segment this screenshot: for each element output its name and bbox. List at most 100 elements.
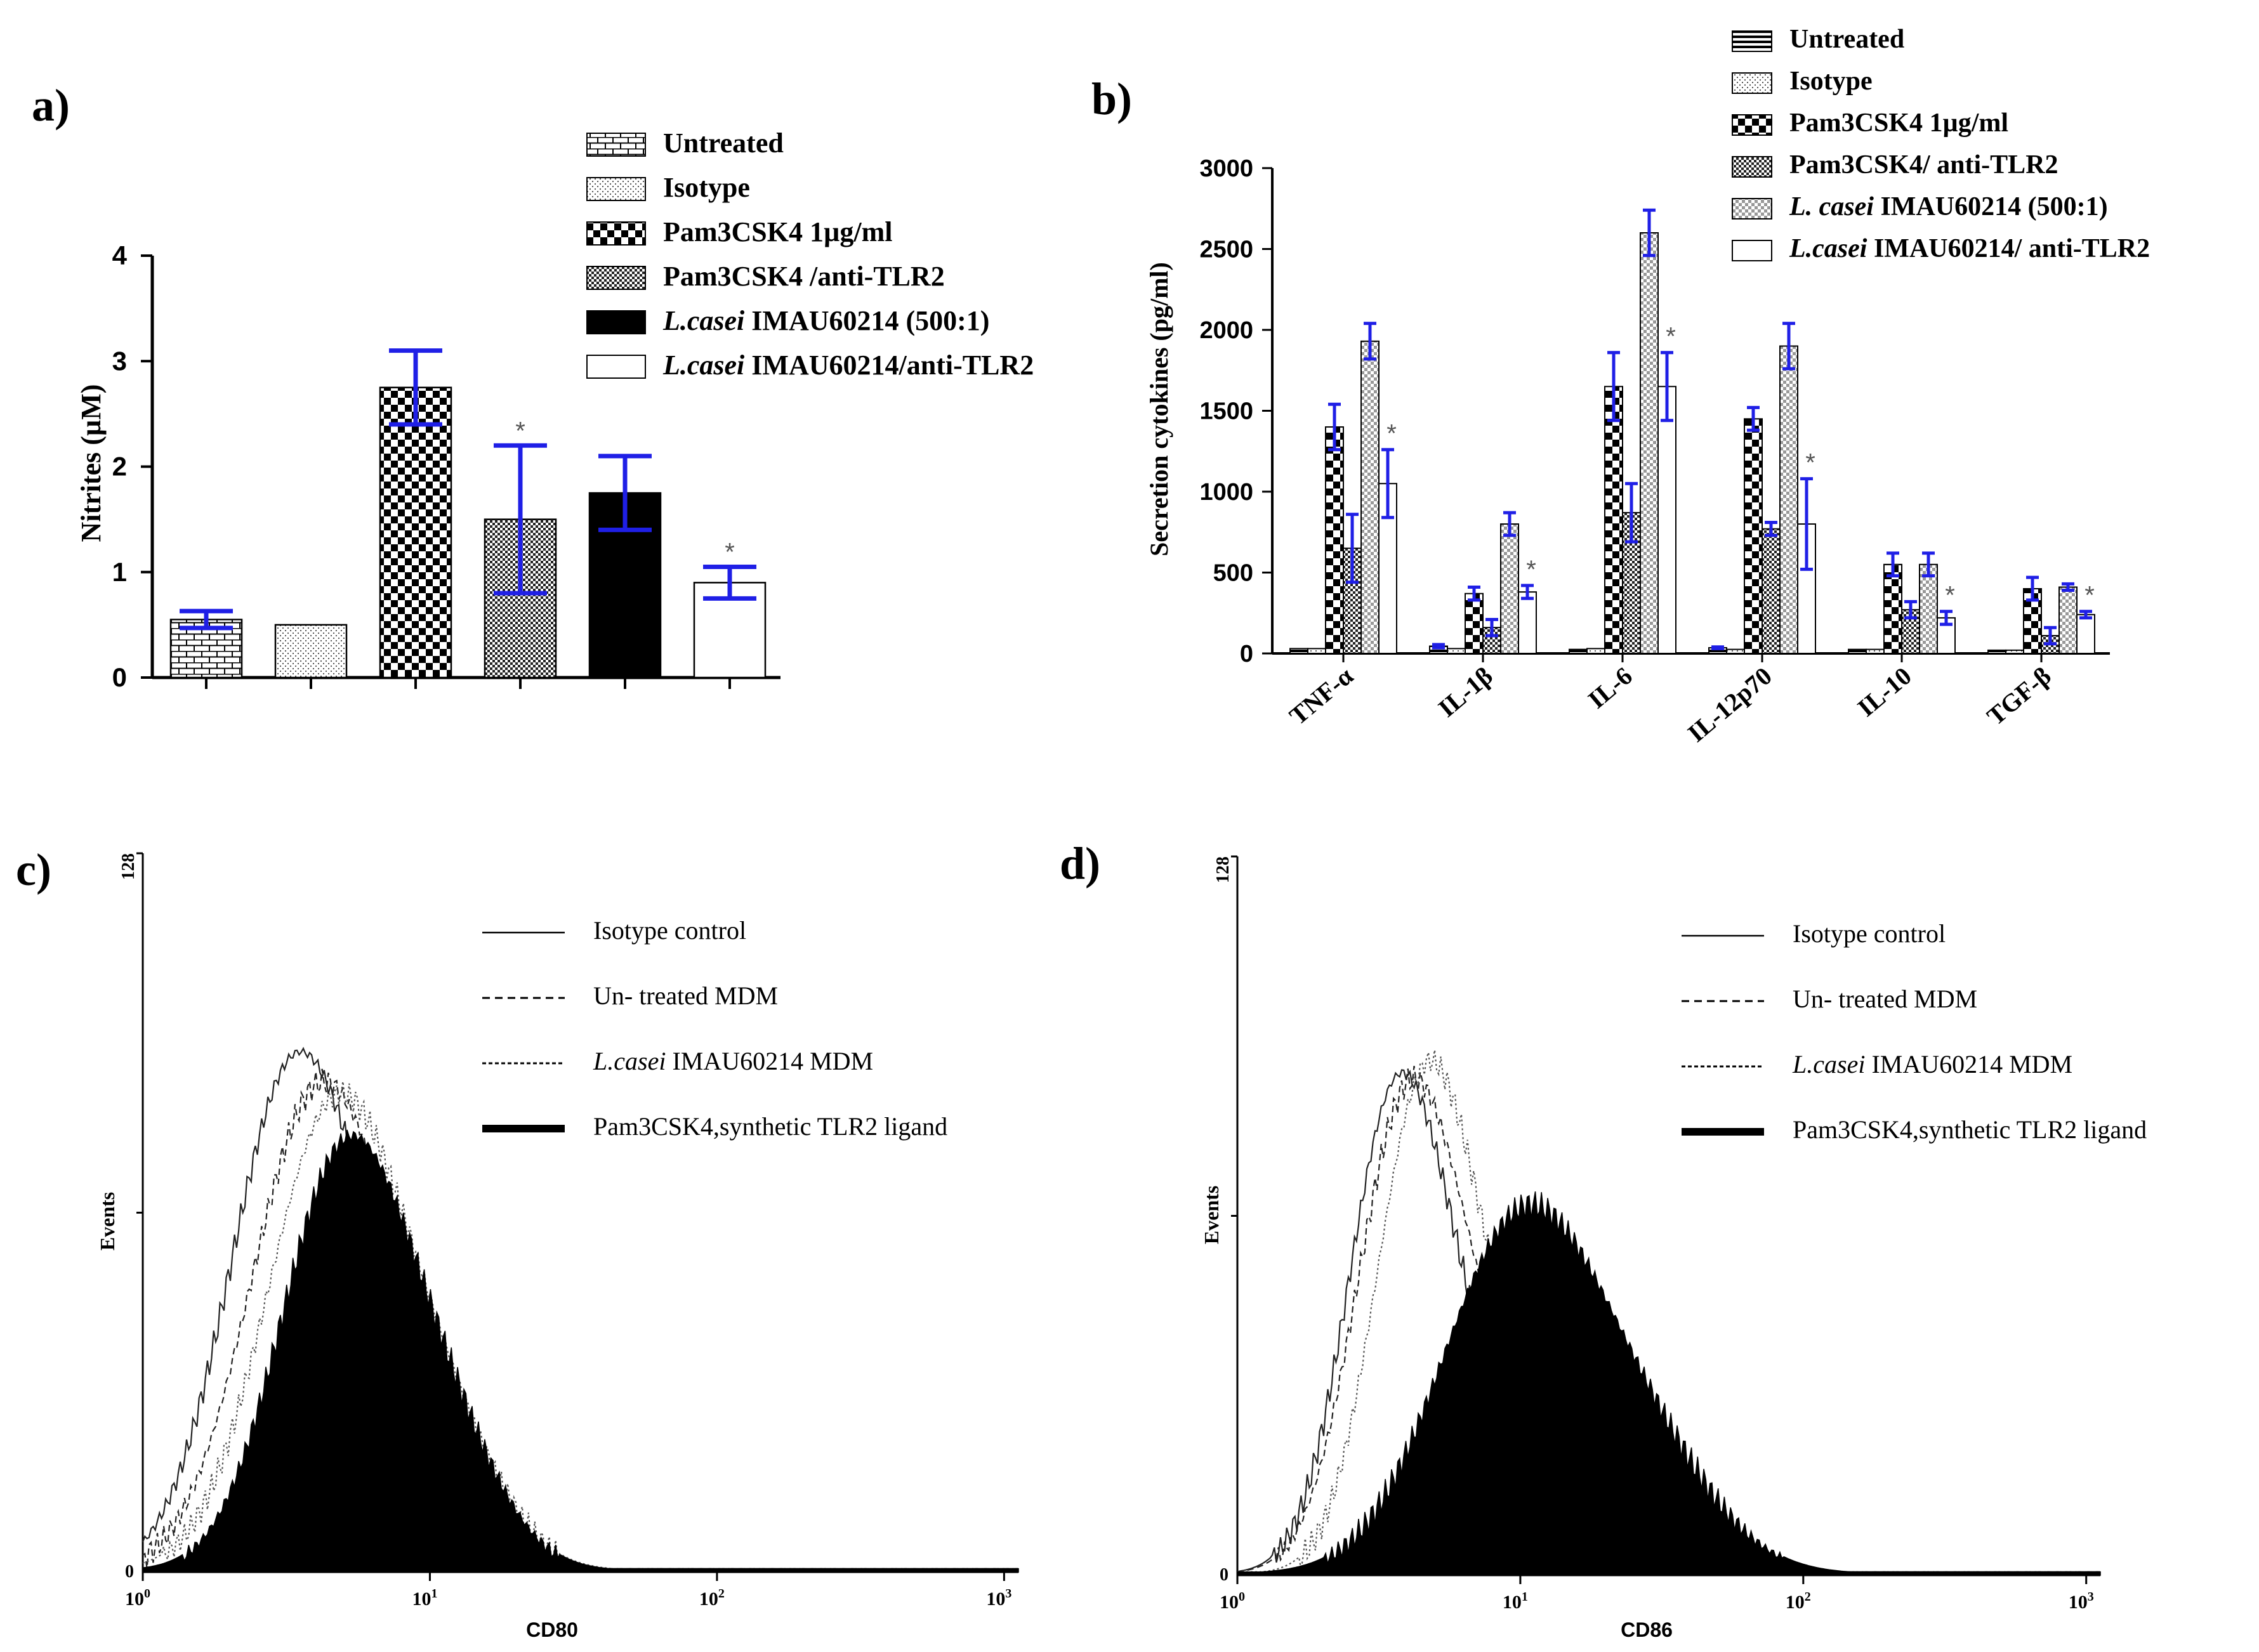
chart-b-error-bar: [1381, 448, 1394, 520]
chart-c-legend-italic: L.casei: [593, 1047, 666, 1075]
chart-b-legend-item: L. casei IMAU60214 (500:1): [1732, 192, 2108, 221]
chart-b-error-bar: [2026, 575, 2039, 602]
chart-b-x-tick-label: IL-10: [1852, 661, 1917, 722]
chart-d-legend-label: Isotype control: [1793, 919, 1946, 948]
chart-b-bar: [1325, 426, 1344, 654]
chart-a-legend-item-label: L.casei IMAU60214/anti-TLR2: [662, 350, 1034, 381]
chart-a-legend-item-label-text: IMAU60214/anti-TLR2: [744, 350, 1034, 381]
chart-b-bar: [1657, 386, 1676, 654]
chart-a-legend-item-label-text: Isotype: [663, 172, 750, 203]
chart-b-legend-item-label-text: Pam3CSK4 1µg/ml: [1789, 108, 2008, 138]
chart-c-x-tick-exp: 0: [144, 1587, 150, 1601]
chart-b-error-bar: [1432, 643, 1445, 650]
chart-c-legend-label: Un- treated MDM: [593, 981, 778, 1010]
chart-b-legend: Untreated Isotype Pam3CSK4 1µg/ml Pam3CSK4/…: [1732, 25, 2150, 263]
chart-a-error-bar: [703, 564, 756, 601]
chart-b-bar: [1604, 386, 1623, 654]
chart-a-legend-item-label-text: IMAU60214 (500:1): [744, 305, 989, 336]
chart-b-error-bar: [1800, 477, 1813, 571]
chart-a-y-tick-label: 3: [112, 346, 127, 376]
chart-b-legend-item: L.casei IMAU60214/ anti-TLR2: [1732, 234, 2150, 263]
chart-b-x-tick-label: IL-1β: [1433, 661, 1498, 723]
chart-b-error-bar: [1940, 610, 1953, 626]
chart-c-x-tick-label: 102: [699, 1587, 725, 1609]
chart-c-legend-item: Isotype control: [482, 916, 746, 945]
chart-b-legend-item-label: Pam3CSK4/ anti-TLR2: [1789, 150, 2058, 180]
chart-b-legend-item-swatch: [1732, 198, 1772, 220]
chart-b-legend-item-label-text: Pam3CSK4/ anti-TLR2: [1789, 150, 2058, 180]
chart-c-legend-item: Pam3CSK4,synthetic TLR2 ligand: [482, 1112, 947, 1141]
chart-d-x-tick-label: 102: [1786, 1590, 1811, 1613]
chart-a-legend-item-swatch: [586, 310, 646, 334]
chart-c-x-tick-label: 101: [412, 1587, 437, 1609]
chart-b-bar: [1762, 528, 1781, 655]
chart-d-legend-item: Isotype control: [1682, 919, 1946, 948]
chart-a-bars: **: [169, 348, 767, 679]
chart-c-y-label: Events: [96, 1192, 119, 1250]
chart-c-x-tick-label: 103: [986, 1587, 1011, 1609]
chart-a-axes: 0 1 2 3 4: [112, 240, 780, 692]
chart-d-legend-label: Pam3CSK4,synthetic TLR2 ligand: [1793, 1115, 2147, 1144]
chart-d-x-tick-base: 10: [1220, 1592, 1239, 1613]
chart-b-x-tick-label: IL-6: [1583, 661, 1638, 714]
chart-d-legend: Isotype control Un- treated MDM L.casei IM…: [1682, 919, 2147, 1144]
chart-b-bar: [1744, 418, 1763, 654]
chart-d-x-tick-label: 101: [1503, 1590, 1528, 1613]
chart-a-y-tick-label: 4: [112, 240, 128, 270]
chart-b-error-bar: [1643, 208, 1656, 258]
chart-b-error-bar: [2062, 582, 2074, 593]
chart-a-significance: *: [725, 538, 735, 566]
chart-d-legend-item: L.casei IMAU60214 MDM: [1682, 1050, 2072, 1078]
chart-b-significance: *: [1805, 449, 1815, 477]
chart-d-y-min-label: 0: [1220, 1565, 1228, 1585]
chart-d-legend-text: Isotype control: [1793, 919, 1946, 948]
panel-label-b: b): [1091, 74, 1132, 124]
chart-b-bar: [1289, 648, 1308, 654]
chart-b-bar: [1883, 563, 1902, 654]
chart-b-bar: [2076, 613, 2095, 654]
chart-c-y-max-label: 128: [119, 853, 138, 880]
chart-c-legend-text: Un- treated MDM: [593, 981, 778, 1010]
chart-d-legend-text: Un- treated MDM: [1793, 985, 1977, 1013]
chart-a-error-bar: [494, 443, 547, 596]
chart-a-legend-item-swatch: [586, 266, 646, 290]
chart-b-legend-item-label: Untreated: [1789, 25, 1904, 54]
chart-a-legend-item-swatch: [586, 133, 646, 157]
chart-b-bar: [1586, 648, 1605, 654]
chart-b-significance: *: [1945, 582, 1955, 610]
chart-c-x-tick-base: 10: [125, 1589, 144, 1609]
chart-b-y-label: Secretion cytokines (pg/ml): [1145, 262, 1173, 556]
chart-c-legend-label: Isotype control: [593, 916, 746, 945]
chart-d-legend-item: Un- treated MDM: [1682, 985, 1977, 1013]
chart-c-x-tick-base: 10: [412, 1589, 431, 1609]
chart-a-error-bar: [598, 454, 652, 532]
chart-c-series-filled: [142, 1129, 1019, 1573]
chart-d-y-max-label: 128: [1213, 856, 1233, 883]
chart-b-significance: *: [1666, 323, 1676, 351]
chart-b-x-tick-label: TNF-α: [1284, 661, 1359, 730]
chart-d-x-label: CD86: [1621, 1618, 1673, 1641]
chart-c-x-tick-label: 100: [125, 1587, 150, 1609]
chart-b-error-bar: [1887, 551, 1899, 578]
chart-a-legend-item-label: Pam3CSK4 1µg/ml: [663, 216, 892, 247]
chart-a-legend-item-label-text: Pam3CSK4 1µg/ml: [663, 216, 892, 247]
chart-a-legend-item-label: L.casei IMAU60214 (500:1): [662, 305, 989, 336]
chart-b-legend-item: Isotype: [1732, 67, 1873, 96]
chart-b-legend-item-swatch: [1732, 30, 1772, 52]
chart-a-y-tick-label: 1: [112, 557, 127, 587]
chart-d-x-tick-label: 100: [1220, 1590, 1245, 1613]
chart-d-legend-text: Pam3CSK4,synthetic TLR2 ligand: [1793, 1115, 2147, 1144]
chart-a-y-tick-label: 0: [112, 662, 127, 692]
chart-b-significance: *: [2084, 582, 2095, 610]
chart-d-x-tick-base: 10: [1503, 1592, 1522, 1613]
chart-b-y-tick-label: 1000: [1199, 479, 1253, 506]
chart-c-legend: Isotype control Un- treated MDM L.casei IM…: [482, 916, 947, 1141]
chart-b-bar: [1779, 345, 1798, 654]
chart-b-legend-item-swatch: [1732, 156, 1772, 178]
chart-c-x-tick-exp: 1: [431, 1587, 437, 1601]
chart-b-bar: [1307, 648, 1326, 654]
chart-a-legend-item-label-text: Untreated: [663, 128, 784, 159]
chart-c-legend-text: Pam3CSK4,synthetic TLR2 ligand: [593, 1112, 947, 1141]
chart-d-x-tick-exp: 1: [1522, 1590, 1528, 1604]
